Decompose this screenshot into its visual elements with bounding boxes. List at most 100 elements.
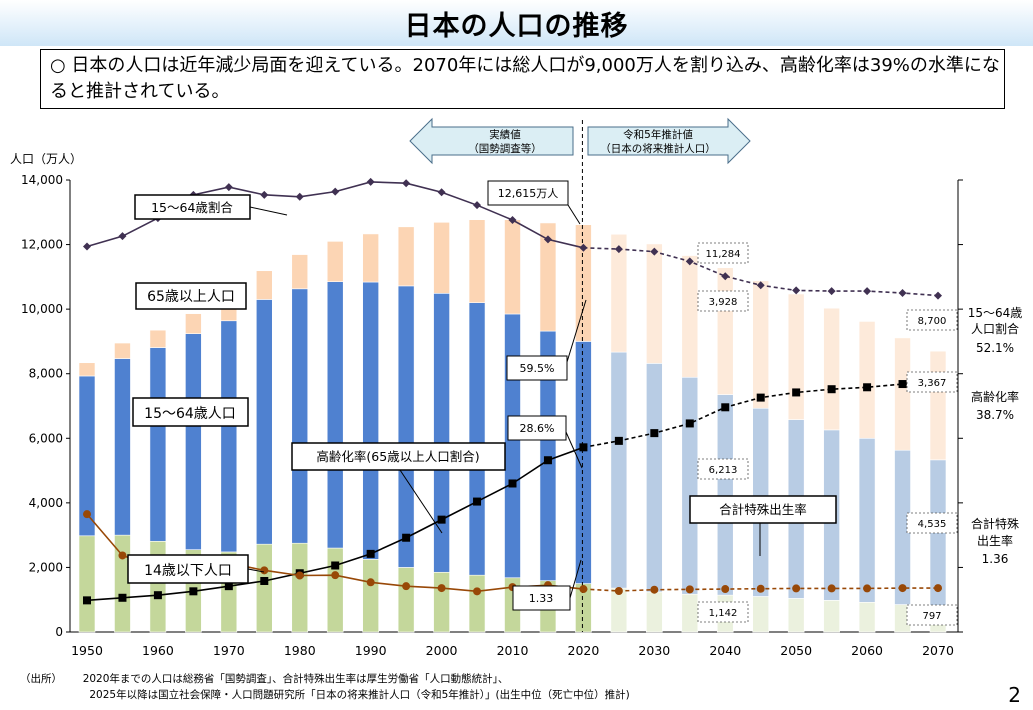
series-label-working-ratio: 15～64歳割合 xyxy=(151,200,233,215)
x-tick-label: 2020 xyxy=(568,643,600,658)
aging-rate-point xyxy=(331,561,340,570)
callout-elderly-2070: 3,367 xyxy=(918,378,947,389)
callout-total-2020: 12,615万人 xyxy=(498,187,559,200)
callout-working-2040-box xyxy=(697,458,749,480)
label-box-working-ratio xyxy=(134,194,251,220)
y-tick-label: 14,000 xyxy=(21,173,63,187)
aging-rate-point xyxy=(863,383,872,392)
label-box-child xyxy=(127,554,249,584)
bar-working xyxy=(326,281,344,549)
bar-working xyxy=(858,437,876,603)
aging-rate-point xyxy=(437,515,446,524)
fertility-rate-point xyxy=(295,571,304,580)
bar-elderly xyxy=(78,362,96,377)
fertility-rate-point xyxy=(331,571,340,580)
bar-child xyxy=(823,600,840,633)
callout-box-tfr-2020 xyxy=(512,585,571,611)
working-ratio-point xyxy=(224,183,233,192)
working-ratio-point xyxy=(508,216,517,225)
bar-elderly xyxy=(610,233,628,353)
label-box-aging xyxy=(291,442,506,471)
right-label-ratio: 15～64歳 xyxy=(968,306,1023,320)
aging-rate-point xyxy=(366,549,375,558)
bar-elderly xyxy=(681,255,699,378)
bar-working xyxy=(433,293,450,573)
fertility-rate-point xyxy=(756,584,765,593)
leader-line xyxy=(565,431,583,469)
bar-working xyxy=(185,333,202,550)
aging-rate-point xyxy=(83,596,91,605)
working-ratio-point xyxy=(792,286,801,295)
working-ratio-point xyxy=(650,247,659,256)
bar-elderly xyxy=(752,280,770,409)
projection-period-sub: （日本の将来推計人口） xyxy=(600,142,716,155)
bar-working xyxy=(716,394,734,596)
y-tick-label: 12,000 xyxy=(21,238,63,252)
bar-elderly xyxy=(149,329,167,348)
leader-line xyxy=(566,299,587,363)
bar-elderly xyxy=(787,293,805,420)
working-ratio-point xyxy=(331,187,340,196)
series-label-tfr: 合計特殊出生率 xyxy=(719,502,807,517)
callout-ratio-2020: 59.5% xyxy=(520,362,555,375)
bar-child xyxy=(858,601,876,633)
bar-elderly xyxy=(397,226,415,287)
fertility-rate-point xyxy=(614,586,623,595)
series-label-elderly: 65歳以上人口 xyxy=(147,289,235,305)
working-ratio-point xyxy=(295,192,304,201)
aging-rate-point xyxy=(650,429,659,438)
fertility-rate-point xyxy=(827,584,836,593)
bar-elderly xyxy=(646,243,663,364)
bar-elderly xyxy=(575,224,592,342)
working-ratio-point xyxy=(260,190,269,199)
bar-elderly xyxy=(823,307,840,431)
callout-total-2040: 11,284 xyxy=(706,249,741,260)
callout-working-2040: 6,213 xyxy=(709,465,738,476)
right-label-ratio-sub: 人口割合 xyxy=(971,321,1019,336)
fertility-rate-point xyxy=(579,585,588,594)
bar-elderly xyxy=(716,267,734,395)
y-tick-label: 10,000 xyxy=(21,302,63,316)
working-ratio-point xyxy=(579,243,588,252)
aging-rate-point xyxy=(792,388,801,397)
bar-elderly xyxy=(185,313,202,334)
bar-working xyxy=(397,285,415,568)
label-box-working xyxy=(132,397,249,427)
y-tick-label: 0 xyxy=(55,625,63,639)
callout-child-2040-box xyxy=(697,601,749,623)
series-label-working: 15～64歳人口 xyxy=(144,406,236,422)
bar-elderly xyxy=(326,241,344,282)
y-axis-title: 人口（万人） xyxy=(10,152,82,166)
bar-child xyxy=(397,567,415,633)
page-number: 2 xyxy=(1008,683,1021,707)
bar-working xyxy=(646,363,663,593)
aging-rate-point xyxy=(473,497,482,506)
label-box-tfr xyxy=(689,495,837,524)
series-label-aging: 高齢化率(65歳以上人口割合) xyxy=(316,449,479,464)
fertility-rate-point xyxy=(366,578,375,587)
source-label: （出所） xyxy=(20,673,62,685)
projection-period-arrow xyxy=(587,117,751,165)
aging-rate-point xyxy=(721,403,730,412)
fertility-rate-point xyxy=(934,584,942,593)
actual-period-label: 実績値 xyxy=(489,128,521,141)
working-ratio-point xyxy=(402,179,411,188)
bar-working xyxy=(468,302,486,576)
y-tick-label: 8,000 xyxy=(29,367,63,381)
bar-working xyxy=(681,376,699,595)
right-label-tfr-sub: 出生率 xyxy=(977,533,1013,548)
working-ratio-point xyxy=(614,245,623,254)
callout-aging-2020: 28.6% xyxy=(520,422,555,435)
bar-elderly xyxy=(291,254,309,290)
working-ratio-point xyxy=(934,291,942,300)
bar-working xyxy=(504,313,521,579)
summary-text: ○ 日本の人口は近年減少局面を迎えている。2070年には総人口が9,000万人を… xyxy=(50,55,1000,102)
fertility-rate-point xyxy=(721,585,730,594)
bar-elderly xyxy=(362,233,379,283)
working-ratio-point xyxy=(898,289,907,297)
bar-child xyxy=(787,598,805,633)
title-band xyxy=(0,0,1033,46)
bar-child xyxy=(681,593,699,633)
working-ratio-point xyxy=(827,287,836,296)
projection-period-label: 令和5年推計値 xyxy=(623,128,693,141)
